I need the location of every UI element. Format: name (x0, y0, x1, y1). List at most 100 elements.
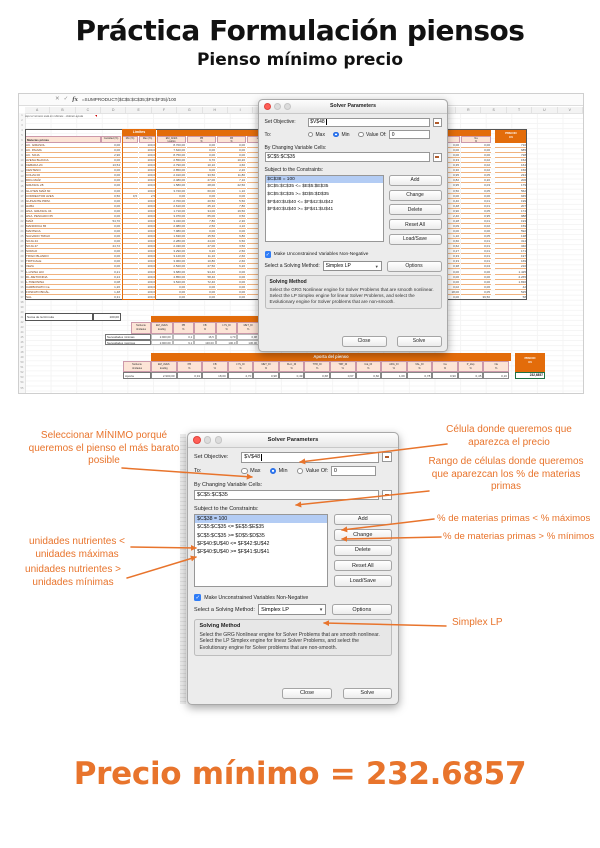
row-number[interactable]: 6 (21, 139, 23, 143)
row-number[interactable]: 27 (20, 245, 24, 249)
row-number[interactable]: 51 (20, 366, 24, 370)
row-number[interactable]: 14 (20, 179, 24, 183)
row-number[interactable]: 31 (20, 265, 24, 269)
row-number[interactable]: 32 (20, 270, 24, 274)
column-letter[interactable]: B (50, 107, 76, 113)
cancel-icon[interactable]: ✕ (55, 95, 60, 102)
column-letter[interactable]: F (152, 107, 178, 113)
dialog-titlebar[interactable]: Solver Parameters (188, 433, 398, 448)
constraint-item[interactable]: $F$40:$U$40 <= $F$42:$U$42 (267, 199, 334, 205)
row-number[interactable]: 4 (21, 129, 23, 133)
row-number[interactable]: 48 (20, 351, 24, 355)
row-number[interactable]: 34 (20, 280, 24, 284)
row-number[interactable]: 30 (20, 260, 24, 264)
solve-button[interactable]: Solve (396, 335, 442, 347)
row-number[interactable]: 36 (20, 290, 24, 294)
column-letter[interactable]: U (532, 107, 558, 113)
row-number[interactable]: 5 (21, 134, 23, 138)
row-number[interactable]: 53 (20, 376, 24, 380)
column-letter[interactable]: R (456, 107, 482, 113)
delete-button[interactable]: Delete (388, 204, 442, 216)
row-number[interactable]: 26 (20, 240, 24, 244)
row-number[interactable]: 16 (20, 189, 24, 193)
load-save-button[interactable]: Load/Save (333, 575, 392, 587)
change-button[interactable]: Change (388, 189, 442, 201)
value-of-input[interactable]: 0 (389, 129, 430, 140)
row-number[interactable]: 45 (20, 336, 24, 340)
formula-input[interactable]: =SUMPRODUCT($C$5:$C$35;$F5:$F35)/100 (81, 97, 177, 102)
collapse-range-icon[interactable] (432, 117, 442, 127)
max-radio[interactable] (241, 467, 248, 474)
row-number[interactable]: 29 (20, 255, 24, 259)
solve-button[interactable]: Solve (342, 687, 392, 700)
value-of-radio[interactable] (358, 131, 364, 138)
row-number[interactable]: 8 (21, 149, 23, 153)
row-number[interactable]: 52 (20, 371, 24, 375)
change-button[interactable]: Change (333, 529, 392, 541)
non-negative-checkbox[interactable]: ✓ (194, 593, 202, 602)
row-number[interactable]: 18 (20, 199, 24, 203)
delete-button[interactable]: Delete (333, 544, 392, 556)
constraints-listbox[interactable]: $C$38 = 100 $C$5:$C$35 <= $E$5:$E$35 $C$5:… (194, 513, 329, 588)
collapse-range-icon[interactable] (432, 152, 442, 162)
max-radio[interactable] (307, 131, 314, 138)
function-icon[interactable]: fx (72, 96, 78, 103)
row-number[interactable]: 3 (21, 124, 23, 128)
changing-cells-input[interactable]: $C$5:$C$35 (194, 489, 380, 501)
add-button[interactable]: Add (388, 174, 442, 186)
row-number[interactable]: 55 (20, 386, 24, 390)
row-number[interactable]: 43 (20, 325, 24, 329)
constraint-item[interactable]: $C$38 = 100 (265, 175, 383, 184)
constraint-item[interactable]: $C$5:$C$35 >= $D$5:$D$35 (197, 532, 265, 539)
close-dot-icon[interactable] (192, 435, 201, 444)
min-radio[interactable] (333, 131, 340, 138)
row-number[interactable]: 21 (20, 214, 24, 218)
row-number[interactable]: 11 (20, 164, 24, 168)
row-number[interactable]: 12 (20, 169, 24, 173)
options-button[interactable]: Options (386, 260, 442, 272)
column-letter[interactable]: C (76, 107, 102, 113)
close-button[interactable]: Close (341, 335, 387, 347)
precio-result-cell[interactable]: 232,6857 (515, 372, 545, 379)
row-number[interactable]: 2 (21, 119, 23, 123)
dialog-titlebar[interactable]: Solver Parameters (259, 100, 447, 114)
changing-cells-input[interactable]: $C$5:$C$35 (264, 152, 430, 162)
row-number[interactable]: 23 (20, 225, 24, 229)
constraint-item[interactable]: $C$5:$C$35 <= $E$5:$E$35 (197, 524, 265, 531)
column-letter[interactable]: A (25, 107, 51, 113)
row-number[interactable]: 46 (20, 341, 24, 345)
load-save-button[interactable]: Load/Save (388, 233, 442, 245)
non-negative-checkbox[interactable]: ✓ (264, 251, 272, 258)
close-button[interactable]: Close (282, 687, 332, 700)
row-number[interactable]: 7 (21, 144, 23, 148)
close-dot-icon[interactable] (263, 102, 271, 110)
row-number[interactable]: 22 (20, 219, 24, 223)
row-number[interactable]: 38 (20, 300, 24, 304)
add-button[interactable]: Add (333, 513, 392, 526)
constraint-item[interactable]: $F$40:$U$40 <= $F$42:$U$42 (197, 540, 270, 547)
column-letter[interactable]: I (228, 107, 254, 113)
column-letter[interactable]: T (507, 107, 533, 113)
collapse-range-icon[interactable] (382, 452, 392, 463)
constraint-item[interactable]: $C$5:$C$35 <= $E$5:$E$35 (267, 184, 329, 190)
constraint-item[interactable]: $F$40:$U$40 >= $F$41:$U$41 (197, 549, 270, 556)
column-letter[interactable]: V (558, 107, 583, 113)
row-number[interactable]: 20 (20, 209, 24, 213)
row-number[interactable]: 10 (20, 159, 24, 163)
column-letter[interactable]: H (203, 107, 228, 113)
reset-all-button[interactable]: Reset All (333, 560, 392, 572)
row-number[interactable]: 13 (20, 174, 24, 178)
row-number[interactable]: 1 (21, 114, 23, 117)
column-letter[interactable]: D (101, 107, 127, 113)
row-number[interactable]: 39 (20, 305, 24, 309)
column-letter[interactable]: G (177, 107, 203, 113)
row-number[interactable]: 15 (20, 184, 24, 188)
row-number[interactable]: 24 (20, 230, 24, 234)
objective-input[interactable]: $V$48 (307, 117, 430, 127)
row-number[interactable]: 25 (20, 235, 24, 239)
objective-input[interactable]: $V$48 (241, 452, 380, 463)
accept-icon[interactable]: ✓ (63, 95, 69, 102)
min-radio[interactable] (269, 467, 277, 474)
options-button[interactable]: Options (331, 604, 392, 616)
constraint-item[interactable]: $F$40:$U$40 >= $F$41:$U$41 (267, 207, 334, 213)
